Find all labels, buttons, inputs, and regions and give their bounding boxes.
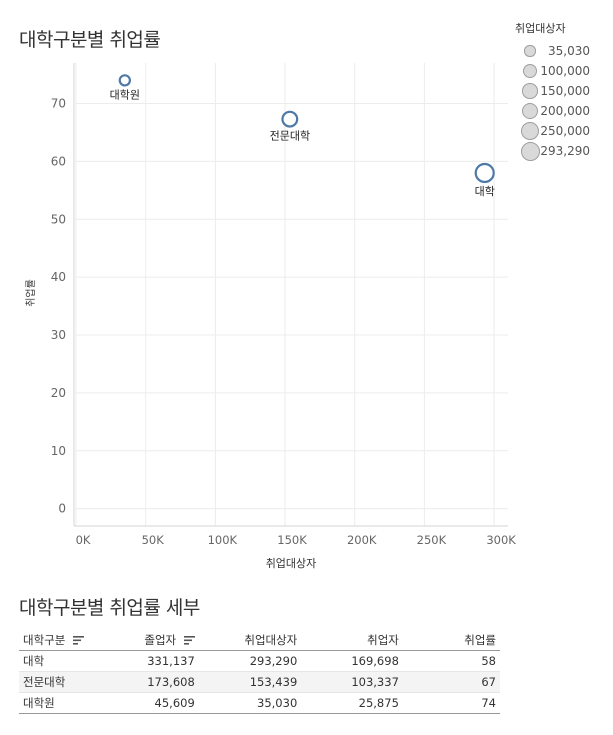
y-tick-label: 40: [51, 270, 66, 284]
legend-item: 250,000: [515, 121, 610, 141]
cell-category: 전문대학: [19, 671, 107, 693]
y-tick-label: 60: [51, 154, 66, 168]
cell-employed: 169,698: [301, 650, 403, 672]
legend-size-circle: [521, 102, 539, 120]
y-tick-label: 70: [51, 97, 66, 111]
legend-item: 150,000: [515, 81, 610, 101]
legend-size-circle: [524, 45, 536, 57]
legend-label: 100,000: [540, 64, 590, 78]
x-tick-label: 200K: [347, 533, 377, 547]
legend-item: 100,000: [515, 61, 610, 81]
legend-label: 150,000: [540, 84, 590, 98]
legend-label: 200,000: [540, 104, 590, 118]
detail-table: 대학구분 졸업자 취업대상자 취업자 취업률 대학: [19, 630, 500, 714]
legend-label: 293,290: [540, 144, 590, 158]
legend-item: 35,030: [515, 41, 610, 61]
data-point-label: 대학원: [110, 88, 140, 101]
column-header-category[interactable]: 대학구분: [19, 630, 107, 651]
legend-size-circle: [520, 141, 540, 161]
x-tick-label: 0K: [76, 533, 91, 547]
cell-graduates: 331,137: [106, 650, 199, 672]
cell-employed: 103,337: [301, 671, 403, 693]
y-tick-label: 30: [51, 328, 66, 342]
legend-label: 250,000: [540, 124, 590, 138]
x-tick-label: 50K: [142, 533, 165, 547]
cell-employed: 25,875: [301, 692, 403, 714]
x-tick-label: 150K: [277, 533, 307, 547]
y-tick-label: 50: [51, 212, 66, 226]
chart-grid: [73, 63, 508, 527]
x-axis-title: 취업대상자: [266, 557, 317, 570]
data-point-label: 대학: [475, 185, 495, 198]
y-axis-title: 취업률: [24, 279, 37, 307]
legend-size-circle: [520, 121, 540, 141]
table-title: 대학구분별 취업률 세부: [19, 597, 200, 619]
x-tick-label: 250K: [417, 533, 447, 547]
column-header-rate[interactable]: 취업률: [402, 630, 500, 651]
legend-title: 취업대상자: [515, 22, 566, 35]
legend-label: 35,030: [548, 44, 590, 58]
column-header-target[interactable]: 취업대상자: [198, 630, 302, 651]
cell-rate: 74: [402, 692, 500, 714]
chart-title: 대학구분별 취업률: [19, 29, 161, 51]
table-row: 전문대학 173,608 153,439 103,337 67: [19, 671, 500, 693]
cell-category: 대학: [19, 650, 107, 672]
column-header-graduates[interactable]: 졸업자: [106, 630, 199, 651]
data-point-label: 전문대학: [270, 129, 310, 142]
y-tick-label: 10: [51, 444, 66, 458]
cell-target: 293,290: [198, 650, 302, 672]
data-point[interactable]: [281, 110, 299, 128]
cell-target: 35,030: [198, 692, 302, 714]
x-tick-label: 300K: [486, 533, 516, 547]
cell-rate: 67: [402, 671, 500, 693]
y-tick-label: 20: [51, 386, 66, 400]
cell-category: 대학원: [19, 692, 107, 714]
table-row: 대학 331,137 293,290 169,698 58: [19, 650, 500, 672]
column-header-employed[interactable]: 취업자: [301, 630, 403, 651]
cell-graduates: 173,608: [106, 671, 199, 693]
cell-rate: 58: [402, 650, 500, 672]
sort-icon[interactable]: [72, 636, 84, 645]
table-header-row: 대학구분 졸업자 취업대상자 취업자 취업률: [19, 630, 500, 651]
legend-size-circle: [522, 83, 538, 99]
legend-item: 200,000: [515, 101, 610, 121]
sort-icon[interactable]: [183, 636, 195, 645]
x-tick-label: 100K: [208, 533, 238, 547]
data-point[interactable]: [118, 74, 131, 87]
cell-graduates: 45,609: [106, 692, 199, 714]
y-tick-label: 0: [58, 502, 66, 516]
x-axis: 0K 50K 100K 150K 200K 250K 300K: [76, 533, 517, 547]
table-row: 대학원 45,609 35,030 25,875 74: [19, 692, 500, 714]
legend-size-circle: [522, 63, 537, 78]
size-legend: 취업대상자 35,030 100,000 150,000 200,000 250,000…: [515, 20, 610, 161]
cell-target: 153,439: [198, 671, 302, 693]
scatter-chart: 0 10 20 30 40 50 60 70 0K 50K 100K 150K 200K 250K 300…: [24, 63, 517, 570]
legend-item: 293,290: [515, 141, 610, 161]
data-point[interactable]: [474, 162, 495, 184]
y-axis: 0 10 20 30 40 50 60 70: [51, 97, 66, 516]
